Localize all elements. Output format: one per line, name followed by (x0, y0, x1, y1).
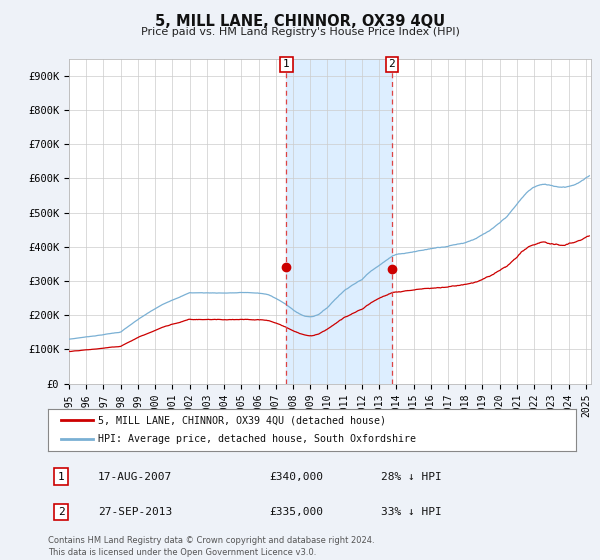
Text: 2: 2 (58, 507, 65, 517)
Text: 33% ↓ HPI: 33% ↓ HPI (380, 507, 442, 517)
Text: 27-SEP-2013: 27-SEP-2013 (98, 507, 172, 517)
Text: 28% ↓ HPI: 28% ↓ HPI (380, 472, 442, 482)
Text: £340,000: £340,000 (270, 472, 324, 482)
Bar (286, 59, 392, 384)
Text: £335,000: £335,000 (270, 507, 324, 517)
Text: 5, MILL LANE, CHINNOR, OX39 4QU: 5, MILL LANE, CHINNOR, OX39 4QU (155, 14, 445, 29)
Text: HPI: Average price, detached house, South Oxfordshire: HPI: Average price, detached house, Sout… (98, 435, 416, 445)
Text: Price paid vs. HM Land Registry's House Price Index (HPI): Price paid vs. HM Land Registry's House … (140, 27, 460, 37)
Text: 5, MILL LANE, CHINNOR, OX39 4QU (detached house): 5, MILL LANE, CHINNOR, OX39 4QU (detache… (98, 415, 386, 425)
Text: 2: 2 (388, 59, 395, 69)
Text: 17-AUG-2007: 17-AUG-2007 (98, 472, 172, 482)
Text: 1: 1 (283, 59, 290, 69)
Text: Contains HM Land Registry data © Crown copyright and database right 2024.
This d: Contains HM Land Registry data © Crown c… (48, 536, 374, 557)
Text: 1: 1 (58, 472, 65, 482)
